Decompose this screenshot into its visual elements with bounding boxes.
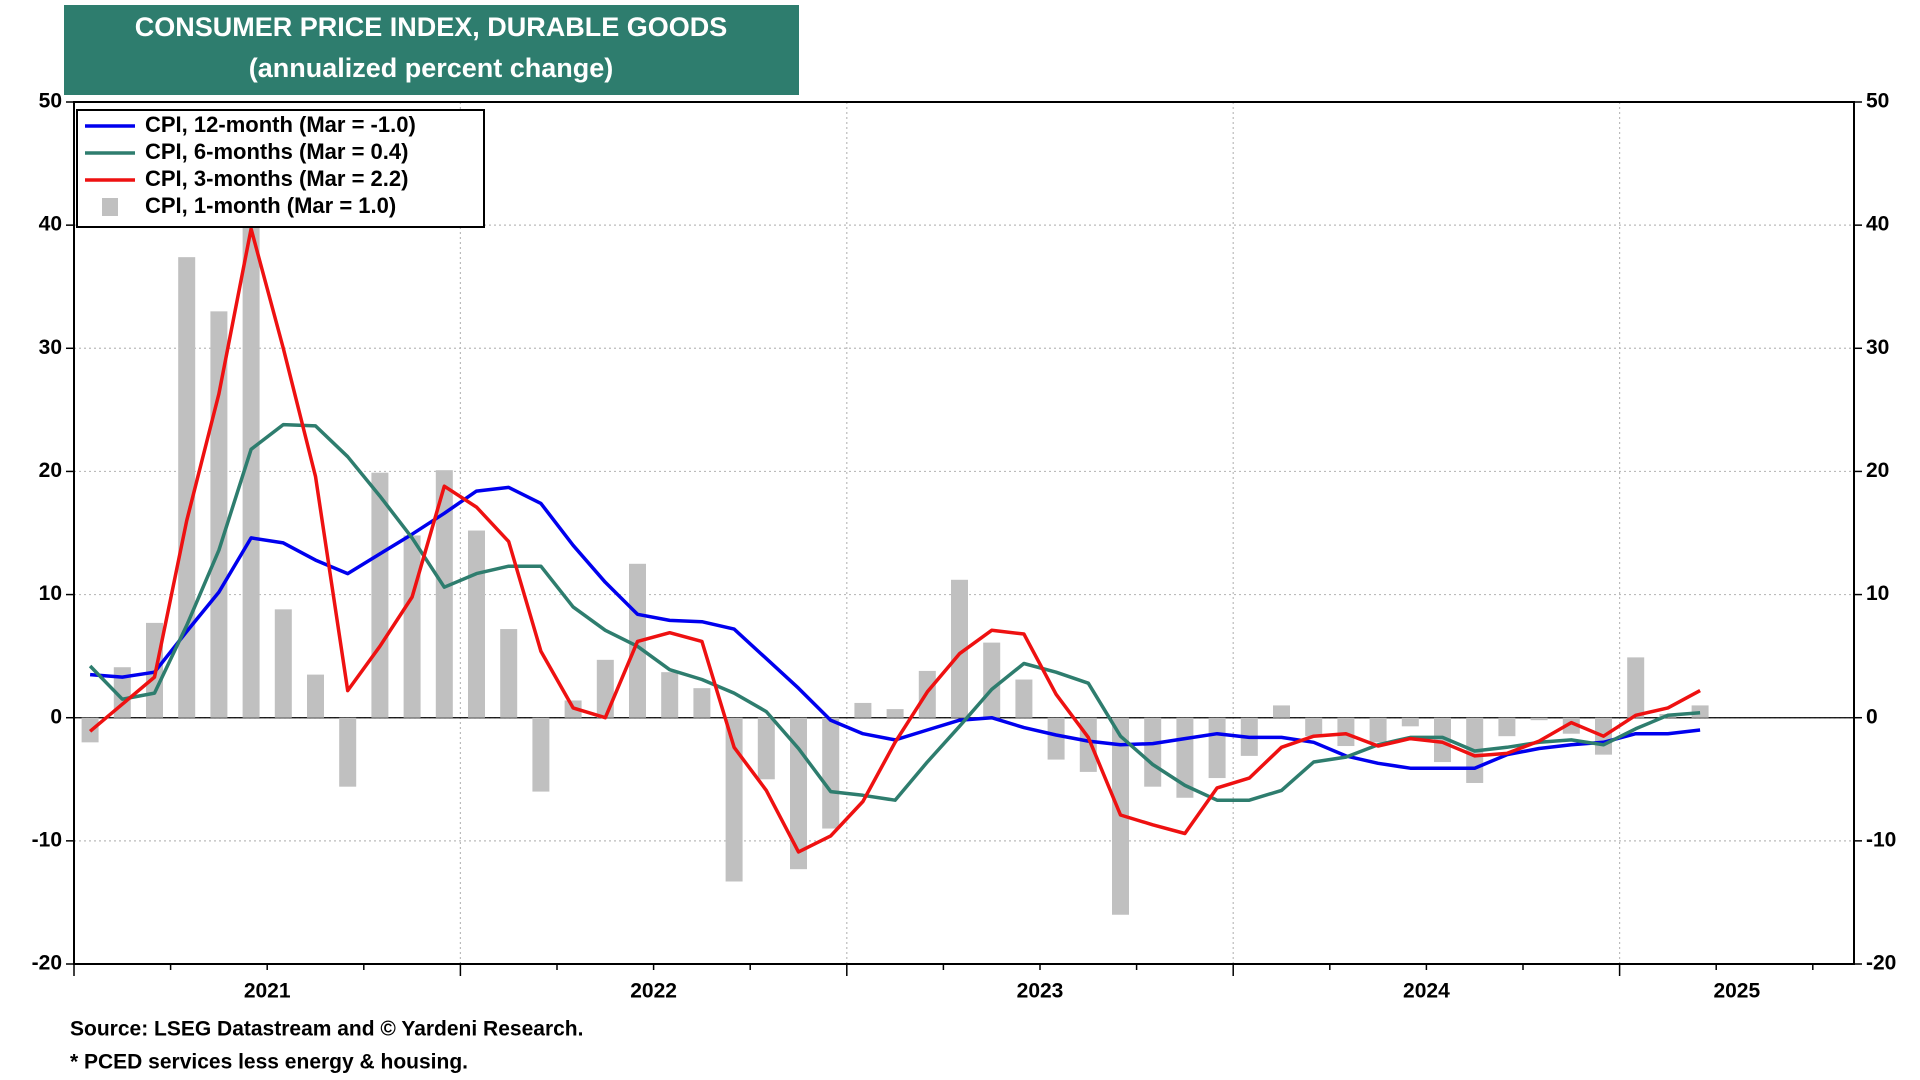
plot-frame <box>73 101 1855 965</box>
source: Source: LSEG Datastream and © Yardeni Re… <box>70 1018 583 1041</box>
bar <box>1144 717 1162 787</box>
y-tick-label: 30 <box>39 336 62 359</box>
bar <box>307 674 324 718</box>
bar <box>1369 717 1387 743</box>
legend-label: CPI, 6-months (Mar = 0.4) <box>145 139 408 164</box>
bar <box>725 717 743 882</box>
bar <box>532 717 550 792</box>
y2-tick-label: 10 <box>1866 582 1889 605</box>
bar <box>822 717 840 829</box>
y2-tick-label: -20 <box>1866 952 1896 975</box>
bar <box>757 717 775 780</box>
bar <box>1498 717 1516 737</box>
bar <box>1562 717 1580 734</box>
y-tick-label: 0 <box>50 705 62 728</box>
x-tick-label: 2024 <box>1403 980 1450 1003</box>
bar <box>403 535 421 718</box>
bar <box>1401 717 1419 727</box>
bar <box>339 717 357 787</box>
title-box <box>64 5 799 95</box>
y-tick-label: 50 <box>39 90 62 113</box>
bar <box>854 702 872 718</box>
chart-subtitle: (annualized percent change) <box>249 53 614 83</box>
bar <box>435 470 453 718</box>
line <box>89 485 1701 770</box>
bar <box>983 642 1001 718</box>
y2-tick-label: 20 <box>1866 459 1889 482</box>
x-tick-label: 2023 <box>1017 980 1064 1003</box>
bar <box>1015 679 1033 718</box>
bar <box>274 609 292 718</box>
bar <box>1305 717 1323 737</box>
chart-title: CONSUMER PRICE INDEX, DURABLE GOODS <box>135 12 728 42</box>
legend-label: CPI, 1-month (Mar = 1.0) <box>145 193 396 218</box>
bar <box>113 667 131 718</box>
y2-tick-label: 30 <box>1866 336 1889 359</box>
bar <box>596 659 614 718</box>
bar <box>1530 717 1548 721</box>
bar <box>1273 705 1290 718</box>
legend-label: CPI, 12-month (Mar = -1.0) <box>145 112 416 137</box>
bar <box>661 672 679 718</box>
bar <box>1047 717 1065 760</box>
line <box>88 227 1701 854</box>
x-tick-label: 2021 <box>244 980 291 1003</box>
y2-tick-label: 50 <box>1866 90 1889 113</box>
y-tick-label: -20 <box>32 952 62 975</box>
bar <box>371 472 389 718</box>
bar <box>1337 717 1355 747</box>
legend-box <box>76 109 485 228</box>
y-tick-label: 40 <box>39 213 62 236</box>
y-tick-label: 10 <box>39 582 62 605</box>
bar <box>178 257 196 718</box>
bar <box>500 629 518 718</box>
y2-tick-label: 40 <box>1866 213 1889 236</box>
legend-label: CPI, 3-months (Mar = 2.2) <box>145 166 408 191</box>
x-tick-label: 2022 <box>630 980 677 1003</box>
y2-tick-label: -10 <box>1866 828 1896 851</box>
y-tick-label: 20 <box>39 459 62 482</box>
bar <box>1627 657 1645 718</box>
y2-tick-label: 0 <box>1866 705 1878 728</box>
bar <box>693 688 711 718</box>
bar <box>886 709 904 718</box>
y-tick-label: -10 <box>32 828 62 851</box>
x-tick-label: 2025 <box>1713 980 1760 1003</box>
bar <box>242 225 260 718</box>
bar <box>951 579 968 718</box>
bar <box>468 530 485 718</box>
bar <box>1079 717 1097 772</box>
line <box>88 422 1701 802</box>
bar <box>1434 717 1451 763</box>
note: * PCED services less energy & housing. <box>70 1051 468 1074</box>
bar <box>1208 717 1226 779</box>
legend-swatch <box>102 198 118 216</box>
